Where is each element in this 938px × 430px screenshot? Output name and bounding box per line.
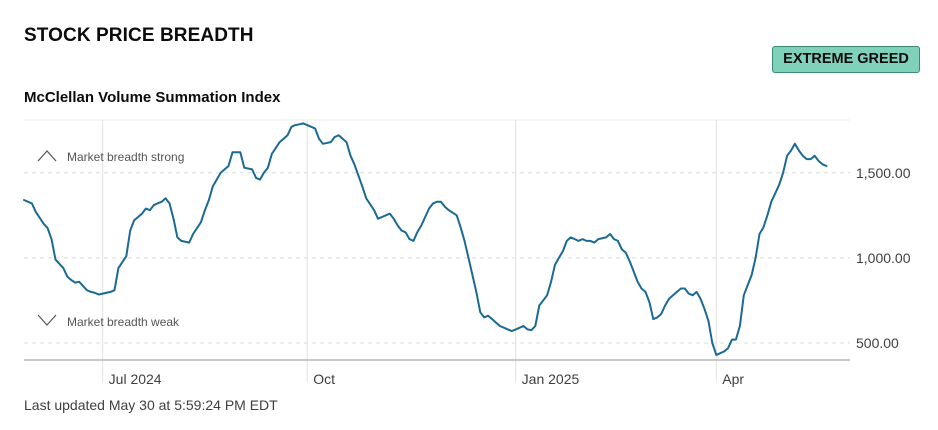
chevron-up-icon <box>37 150 57 162</box>
y-tick-label: 500.00 <box>856 335 899 351</box>
breadth-weak-annotation: Market breadth weak <box>37 314 180 329</box>
breadth-strong-annotation: Market breadth strong <box>37 150 184 164</box>
rating-badge: EXTREME GREED <box>772 46 920 73</box>
annotation-weak-label: Market breadth weak <box>67 315 180 329</box>
series-line <box>23 122 828 356</box>
y-tick-label: 1,500.00 <box>856 165 911 181</box>
last-updated-text: Last updated May 30 at 5:59:24 PM EDT <box>24 397 278 413</box>
chevron-down-icon <box>37 314 57 326</box>
x-tick-label: Oct <box>313 371 335 387</box>
x-tick-label: Apr <box>722 371 744 387</box>
chart-title: McClellan Volume Summation Index <box>24 89 281 106</box>
x-gridlines <box>102 120 717 382</box>
annotation-strong-label: Market breadth strong <box>67 150 184 164</box>
y-tick-label: 1,000.00 <box>856 250 911 266</box>
x-tick-label: Jan 2025 <box>522 371 580 387</box>
y-ticks: 500.00 1,000.00 1,500.00 <box>856 165 911 351</box>
x-ticks: Jul 2024 Oct Jan 2025 Apr <box>109 371 745 387</box>
section-title: STOCK PRICE BREADTH <box>24 25 254 46</box>
x-tick-label: Jul 2024 <box>109 371 162 387</box>
